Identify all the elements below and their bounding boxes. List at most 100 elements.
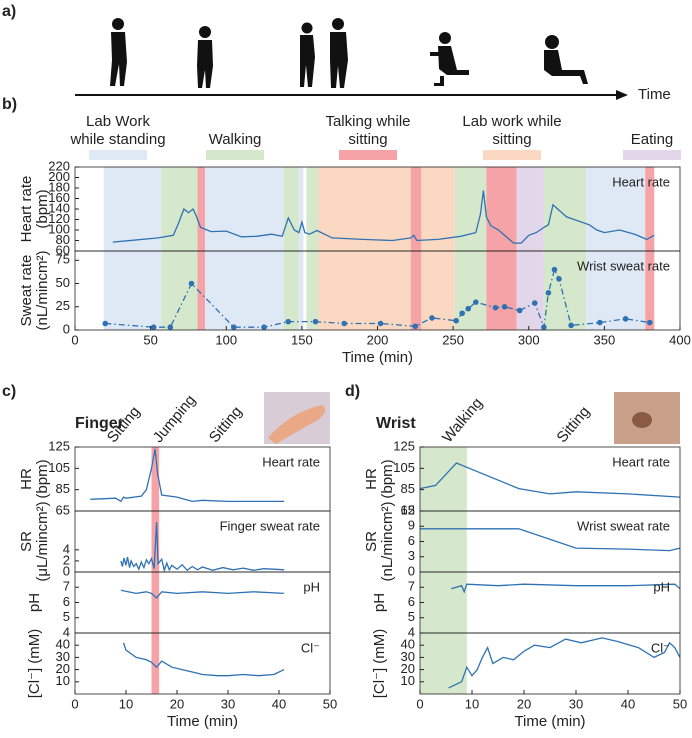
series-marker (261, 324, 267, 331)
series-line (448, 637, 681, 689)
x-tick-label: 250 (442, 332, 464, 347)
y-axis-label: Heart rate (18, 176, 35, 243)
x-axis-label: Time (min) (167, 713, 238, 730)
series-line (90, 448, 285, 503)
series-marker (377, 320, 384, 327)
x-tick-label: 50 (323, 696, 337, 711)
series-name: Wrist sweat rate (577, 258, 670, 273)
activity-region (197, 167, 206, 330)
y-axis-label: (μL/mincm²) (34, 501, 51, 581)
y-tick-label: 80 (56, 232, 70, 247)
legend-label: sitting (348, 131, 387, 148)
y-axis-label: (bpm) (34, 459, 51, 498)
y-tick-label: 100 (48, 221, 70, 236)
x-tick-label: 20 (517, 696, 531, 711)
series-name: Wrist sweat rate (577, 518, 670, 533)
activity-annotation: Sitting (553, 403, 593, 446)
legend-label: sitting (492, 131, 531, 148)
series-marker (545, 290, 552, 296)
y-tick-label: 7 (63, 579, 70, 594)
y-tick-label: 6 (408, 533, 415, 548)
activity-region (486, 167, 517, 330)
y-tick-label: 3 (408, 548, 415, 563)
legend-label: while standing (69, 131, 165, 148)
x-tick-label: 10 (119, 696, 133, 711)
x-tick-label: 0 (71, 696, 78, 711)
y-tick-label: 7 (408, 579, 415, 594)
y-tick-label: 125 (48, 438, 70, 453)
series-name: Cl⁻ (301, 640, 320, 655)
series-marker (541, 324, 547, 331)
x-tick-label: 50 (143, 332, 157, 347)
wrist-patch (632, 412, 652, 428)
x-tick-label: 400 (669, 332, 691, 347)
y-tick-label: 125 (393, 438, 415, 453)
series-marker (341, 320, 348, 327)
series-marker (622, 316, 629, 322)
y-axis-label: (nL/mincm²) (34, 250, 51, 330)
x-tick-label: 350 (594, 332, 616, 347)
panel-title: Wrist (376, 415, 416, 432)
activity-region (298, 167, 304, 330)
legend-label: Talking while (325, 113, 410, 130)
activity-region (151, 447, 160, 694)
activity-region (306, 167, 319, 330)
y-tick-label: 12 (401, 502, 415, 517)
activity-annotation: Walking (439, 395, 486, 446)
y-tick-label: 20 (56, 661, 70, 676)
y-tick-label: 10 (56, 673, 70, 688)
series-line (122, 642, 285, 677)
series-marker (551, 266, 558, 273)
activity-region (103, 167, 162, 330)
y-axis-label: (bpm) (34, 189, 51, 228)
y-tick-label: 40 (401, 637, 415, 652)
series-line (420, 528, 681, 552)
x-tick-label: 100 (215, 332, 237, 347)
x-axis-label: Time (min) (342, 349, 413, 366)
series-marker (516, 307, 523, 314)
y-tick-label: 9 (408, 518, 415, 533)
series-marker (556, 276, 562, 282)
y-tick-label: 140 (48, 200, 70, 215)
legend-label: Lab Work (86, 113, 150, 130)
y-tick-label: 60 (56, 242, 70, 257)
y-axis-label: (nL/mincm²) (379, 501, 396, 581)
y-axis-label: (bpm) (379, 459, 396, 498)
finger-shape (268, 405, 326, 444)
y-axis-label: pH (26, 593, 43, 612)
y-tick-label: 50 (56, 275, 70, 290)
series-marker (285, 318, 292, 325)
x-tick-label: 150 (291, 332, 313, 347)
x-tick-label: 50 (673, 696, 687, 711)
y-tick-label: 200 (48, 169, 70, 184)
x-tick-label: 40 (621, 696, 635, 711)
legend-swatch (89, 150, 147, 160)
series-marker (412, 323, 419, 330)
y-axis-label: [Cl⁻] (mM) (26, 629, 43, 699)
series-marker (532, 300, 538, 306)
series-marker (646, 319, 653, 326)
y-tick-label: 65 (401, 502, 415, 517)
y-tick-label: 105 (48, 460, 70, 475)
y-tick-label: 20 (401, 661, 415, 676)
activity-region (161, 167, 198, 330)
series-line (451, 583, 681, 594)
y-axis-label: [Cl⁻] (mM) (371, 629, 388, 699)
series-line (112, 190, 655, 244)
activity-annotation: Sitting (206, 403, 246, 446)
y-tick-label: 160 (48, 190, 70, 205)
y-tick-label: 5 (408, 609, 415, 624)
y-tick-label: 85 (56, 481, 70, 496)
y-tick-label: 0 (408, 563, 415, 578)
series-line (120, 522, 285, 573)
series-marker (312, 318, 319, 325)
legend-swatch (339, 150, 397, 160)
panel-label: a) (2, 3, 16, 20)
y-axis-label: SR (18, 531, 35, 552)
activity-region (586, 167, 646, 330)
activity-region (410, 167, 422, 330)
silhouettes (110, 18, 588, 88)
y-tick-label: 2 (63, 552, 70, 567)
series-marker (429, 315, 435, 321)
activity-region (645, 167, 655, 330)
